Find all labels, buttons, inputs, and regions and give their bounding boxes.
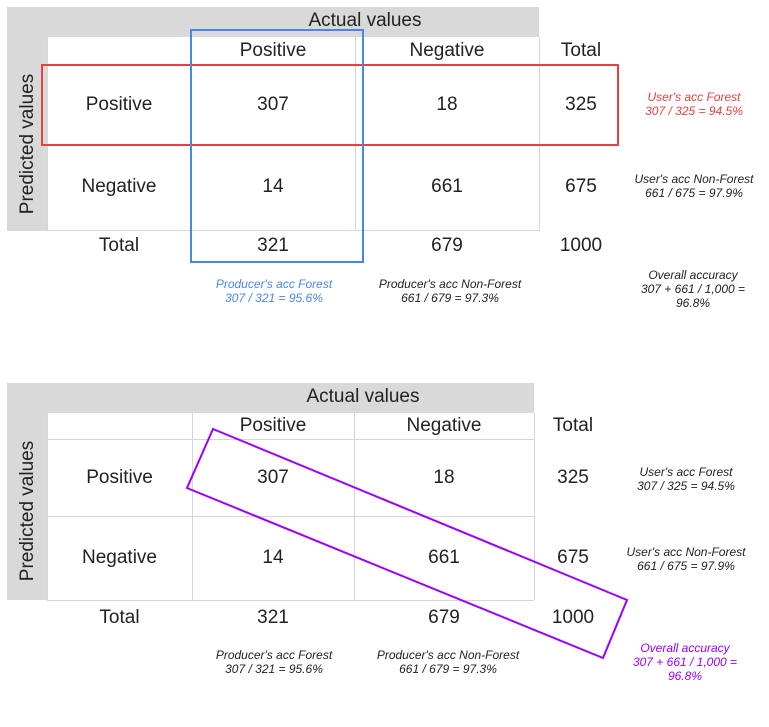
cell-grand-total: 1000 [551,607,595,628]
col-header-positive: Positive [239,415,307,436]
left-band [7,7,47,231]
col-header-negative: Negative [406,415,482,436]
row-header-total: Total [98,235,140,256]
cell-row-total-negative: 675 [565,176,597,197]
confusion-matrix-bottom: Actual values Predicted values Positive … [0,375,769,727]
row-header-positive: Positive [85,93,153,115]
users-acc-nonforest-note: User's acc Non-Forest 661 / 675 = 97.9% [626,545,746,573]
users-acc-forest-note: User's acc Forest 307 / 325 = 94.5% [645,90,743,118]
cell-col-total-negative: 679 [428,607,460,628]
producers-acc-nonforest-note: Producer's acc Non-Forest 661 / 679 = 97… [378,277,522,305]
overall-accuracy-note: Overall accuracy 307 + 661 / 1,000 = 96.… [632,641,738,683]
header-band [7,383,534,413]
cell-grand-total: 1000 [559,235,603,256]
row-header-negative: Negative [81,176,157,197]
row-header-total: Total [99,607,140,628]
producers-forest-highlight [190,29,364,263]
cell-tp: 307 [257,466,289,488]
overall-accuracy-note: Overall accuracy 307 + 661 / 1,000 = 96.… [640,268,746,310]
cell-col-total-positive: 321 [257,607,289,628]
actual-values-header: Actual values [308,10,422,31]
cell-col-total-positive: 321 [257,235,289,256]
col-header-positive: Positive [239,40,307,61]
cell-row-total-negative: 675 [557,547,589,568]
cell-col-total-negative: 679 [431,235,463,256]
users-acc-forest-note: User's acc Forest 307 / 325 = 94.5% [637,465,735,493]
cell-fn: 14 [262,547,284,568]
cell-row-total-positive: 325 [557,466,589,488]
header-band [7,7,539,37]
cell-row-total-positive: 325 [565,93,597,115]
cell-tn: 661 [428,547,460,568]
overall-accuracy-diagonal-highlight [185,427,629,660]
confusion-matrix-top: Actual values Predicted values Positive … [0,0,769,352]
actual-values-header: Actual values [306,386,420,407]
producers-acc-nonforest-note: Producer's acc Non-Forest 661 / 679 = 97… [376,648,520,676]
left-band [7,383,47,600]
cell-fp: 18 [433,466,455,488]
users-acc-nonforest-note: User's acc Non-Forest 661 / 675 = 97.9% [634,172,754,200]
cell-fn: 14 [262,176,284,197]
producers-acc-forest-note: Producer's acc Forest 307 / 321 = 95.6% [215,277,333,305]
row-header-positive: Positive [86,466,153,488]
users-forest-highlight [41,64,619,146]
row-header-negative: Negative [82,547,157,568]
predicted-values-label: Predicted values [17,73,38,215]
producers-acc-forest-note: Producer's acc Forest 307 / 321 = 95.6% [215,648,333,676]
col-header-total: Total [552,415,594,436]
col-header-negative: Negative [409,40,485,61]
cell-fp: 18 [436,93,458,115]
cell-tp: 307 [257,93,289,115]
cell-tn: 661 [431,176,463,197]
col-header-total: Total [560,40,602,61]
